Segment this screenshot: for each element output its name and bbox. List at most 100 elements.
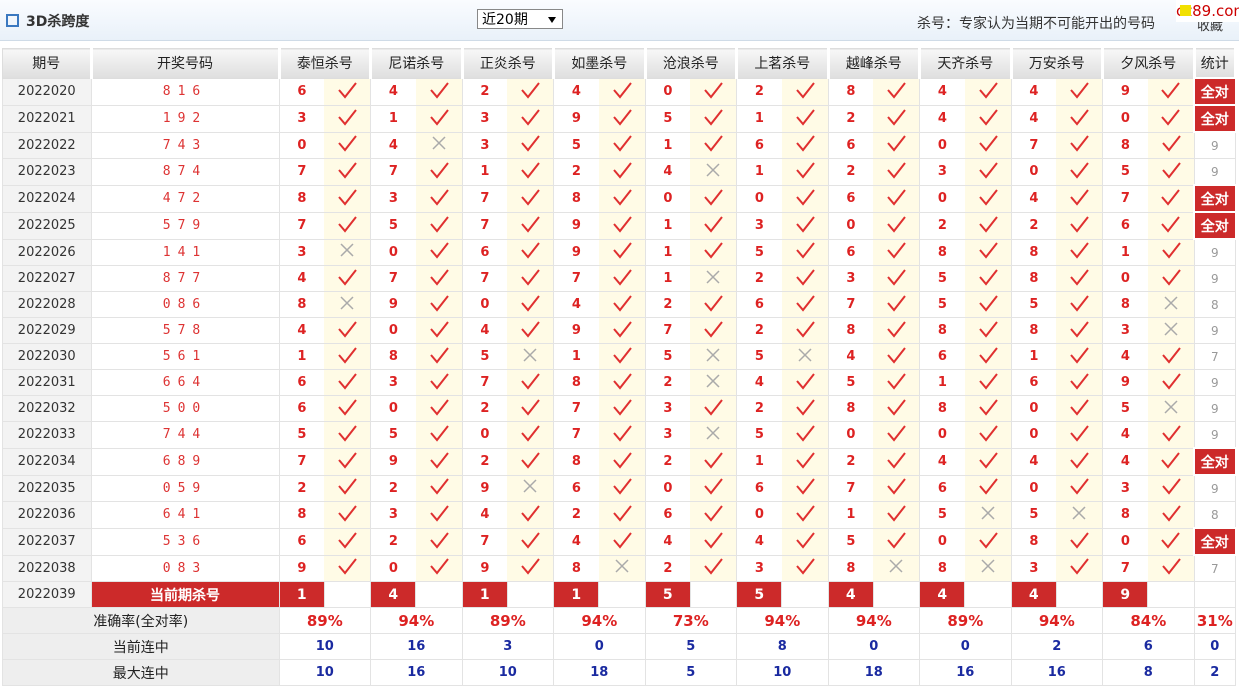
kill-number: 1: [461, 158, 508, 186]
kill-number: 0: [370, 238, 416, 266]
check-mark: [978, 346, 998, 364]
hit-mark: [507, 77, 555, 106]
kill-number: 1: [553, 581, 600, 608]
hit-mark: [1056, 265, 1104, 292]
kill-number: 5: [644, 343, 691, 370]
check-mark: [338, 558, 357, 575]
cross-mark: [706, 269, 720, 284]
cross-mark: [798, 347, 812, 362]
hit-mark: [781, 211, 829, 240]
check-mark: [704, 242, 723, 259]
hit-mark: [1147, 447, 1195, 476]
check-mark: [1161, 268, 1181, 286]
kill-number: 6: [827, 184, 874, 213]
check-mark: [795, 268, 815, 286]
check-mark: [887, 294, 906, 312]
check-mark: [612, 135, 632, 152]
hit-mark: [781, 158, 829, 186]
kill-number: 0: [827, 211, 874, 240]
kill-number: 5: [736, 421, 782, 449]
column-header: 尼诺杀号: [370, 48, 464, 79]
kill-number: 0: [461, 291, 508, 318]
hit-mark: [1056, 211, 1104, 240]
check-mark: [887, 320, 906, 338]
period: 2022028: [2, 291, 92, 318]
column-header: 天齐杀号: [919, 48, 1013, 79]
hit-mark: [690, 447, 738, 476]
check-mark: [978, 320, 998, 338]
check-mark: [338, 162, 357, 179]
hit-mark: [1147, 104, 1195, 133]
check-mark: [429, 81, 449, 99]
hit-mark: [964, 317, 1012, 344]
hit-mark: [1056, 527, 1104, 556]
kill-number: 7: [370, 265, 416, 292]
kill-number: 5: [736, 238, 782, 266]
check-mark: [887, 108, 906, 126]
check-mark: [978, 242, 998, 259]
cross-mark: [340, 295, 354, 310]
hit-mark: [964, 369, 1012, 396]
check-mark: [795, 451, 815, 469]
kill-number: 5: [1102, 395, 1148, 422]
hit-mark: [1056, 184, 1104, 213]
kill-number: 2: [644, 291, 691, 318]
kill-number: 5: [370, 421, 416, 449]
hit-mark: [415, 369, 463, 396]
check-mark: [978, 398, 998, 416]
period-select[interactable]: 近20期: [477, 9, 563, 29]
kill-number: 6: [278, 395, 325, 422]
hit-mark: [324, 131, 372, 159]
check-mark: [704, 505, 723, 522]
kill-number: 4: [370, 581, 417, 608]
summary-value: 18: [827, 659, 921, 686]
kill-number: 2: [278, 474, 325, 502]
hit-mark: [873, 131, 921, 159]
hit-mark: [964, 395, 1012, 422]
kill-number: 4: [827, 581, 874, 608]
check-mark: [338, 320, 357, 338]
hit-mark: [598, 211, 646, 240]
kill-number: 0: [736, 184, 782, 213]
stat: 9: [1193, 395, 1237, 422]
check-mark: [338, 268, 357, 286]
kill-number: 4: [736, 527, 782, 556]
hit-mark: [507, 527, 555, 556]
summary-value: 6: [1102, 633, 1195, 660]
check-mark: [612, 425, 632, 442]
hit-mark: [324, 527, 372, 556]
check-mark: [338, 531, 357, 549]
kill-number: 0: [461, 421, 508, 449]
hit-mark: [690, 395, 738, 422]
check-mark: [612, 398, 632, 416]
stat: 8: [1193, 501, 1237, 529]
check-mark: [1070, 451, 1089, 469]
hit-mark: [690, 211, 738, 240]
title: 3D杀跨度: [26, 14, 90, 30]
hit-mark: [1147, 369, 1195, 396]
check-mark: [704, 398, 723, 416]
check-mark: [1070, 242, 1089, 259]
summary-label: 准确率(全对率): [2, 607, 280, 634]
summary-value: 94%: [1010, 607, 1104, 634]
hit-mark: [781, 369, 829, 396]
data-row: 2022023 874 7 7 1 2 4 1 2 3 0 5 9: [2, 158, 1237, 186]
hit-mark: [1056, 474, 1104, 502]
kill-number: 8: [919, 317, 965, 344]
kill-number: 7: [1010, 131, 1057, 159]
hit-mark: [324, 184, 372, 213]
hit-mark: [598, 554, 646, 582]
hit-mark: [690, 184, 738, 213]
hit-mark: [964, 343, 1012, 370]
blank: [781, 581, 829, 608]
check-mark: [338, 372, 357, 390]
check-mark: [887, 398, 906, 416]
kill-number: 4: [553, 77, 599, 106]
kill-number: 1: [644, 131, 691, 159]
check-mark: [429, 268, 449, 286]
favorite[interactable]: 收藏: [1197, 19, 1224, 34]
check-mark: [1070, 108, 1089, 126]
hit-mark: [1056, 131, 1104, 159]
kill-number: 7: [278, 447, 325, 476]
hit-mark: [1147, 474, 1195, 502]
